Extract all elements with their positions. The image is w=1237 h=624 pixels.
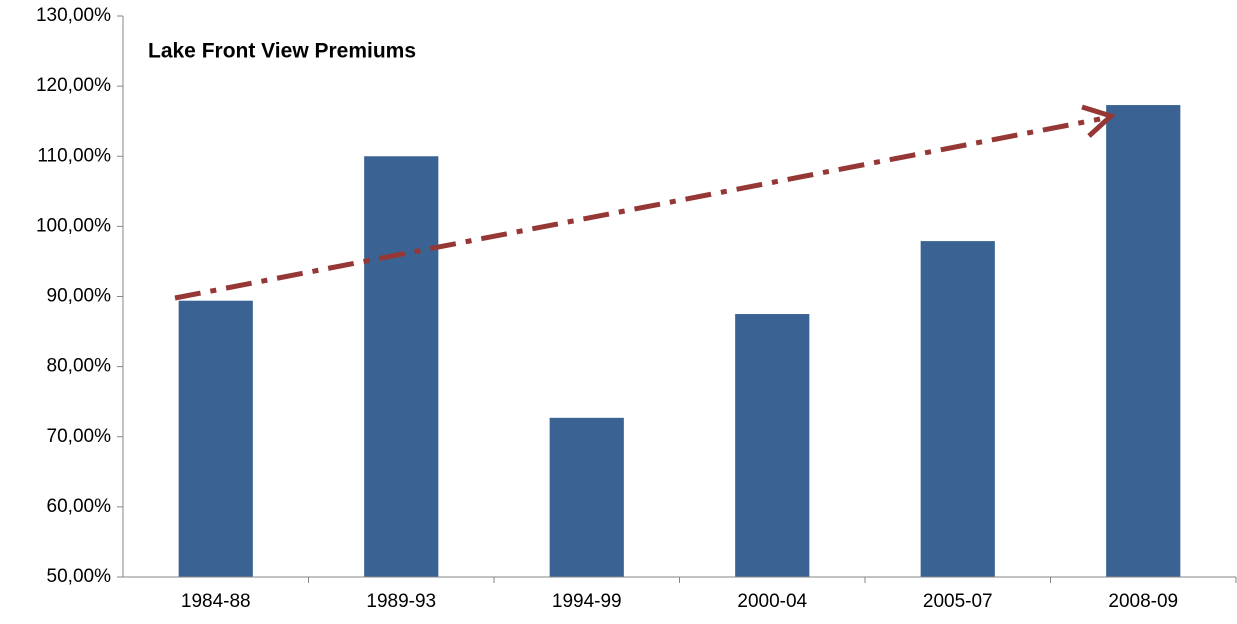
y-tick-label: 70,00% (47, 426, 112, 447)
y-tick-label: 110,00% (37, 145, 111, 166)
y-tick-label: 80,00% (47, 356, 112, 377)
trend-arrow (174, 104, 1116, 301)
bar (549, 417, 624, 577)
x-tick-label: 1994-99 (552, 591, 622, 612)
y-tick-label: 120,00% (36, 75, 111, 96)
x-tick-label: 2000-04 (737, 591, 807, 612)
y-tick-label: 100,00% (36, 215, 111, 236)
trend-line (174, 116, 1101, 301)
x-tick-label: 1984-88 (181, 591, 251, 612)
y-tick-label: 60,00% (47, 496, 112, 517)
bar (178, 300, 253, 577)
bar (364, 156, 439, 577)
arrow-head (1081, 104, 1116, 138)
y-tick-label: 130,00% (36, 5, 111, 26)
y-tick-label: 90,00% (47, 286, 112, 307)
x-tick-label: 2005-07 (923, 591, 993, 612)
y-tick-label: 50,00% (47, 566, 112, 587)
chart-title: Lake Front View Premiums (148, 40, 416, 63)
bar (920, 241, 995, 577)
bar (735, 314, 810, 577)
bar (1106, 105, 1181, 577)
x-tick-label: 1989-93 (366, 591, 436, 612)
x-tick-label: 2008-09 (1108, 591, 1178, 612)
